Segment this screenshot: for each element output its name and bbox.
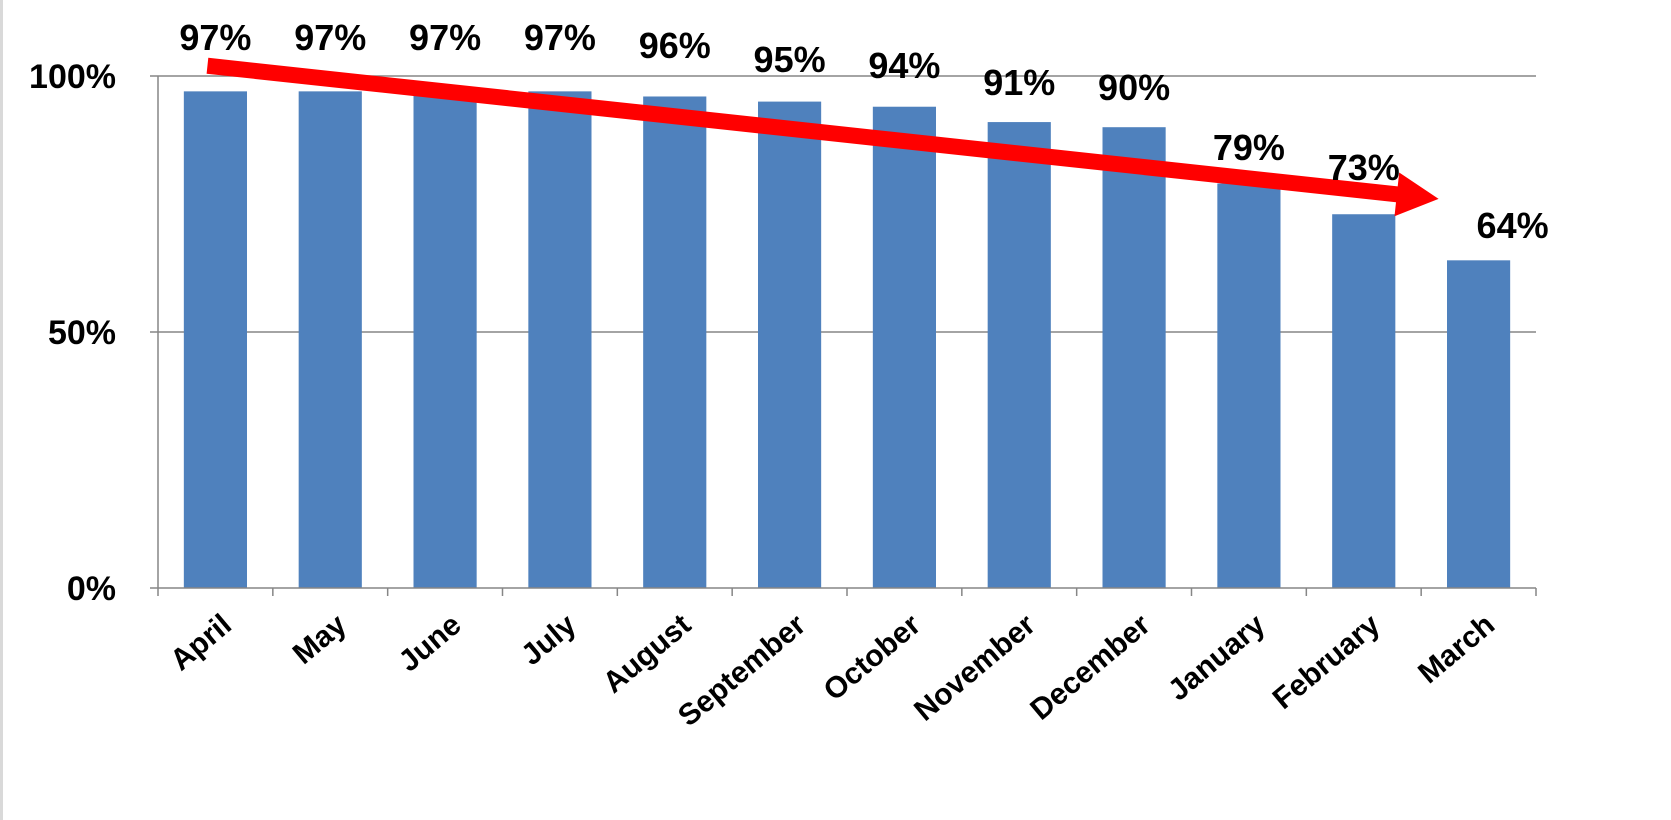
data-labels: 97% 97% 97% 97% 96% 95% 94% 91% 90% 79% 73% 64%: [179, 17, 1548, 246]
bar-november: [987, 122, 1051, 588]
bars: [183, 91, 1511, 589]
bar-june: [413, 91, 477, 589]
trend-arrow: [206, 57, 1439, 217]
data-label-may: 97%: [294, 17, 366, 58]
y-tick-label: 100%: [29, 58, 116, 96]
x-tick-label-june: June: [393, 608, 468, 678]
axes: [150, 75, 1537, 596]
bar-march: [1447, 260, 1511, 588]
data-label-september: 95%: [754, 39, 826, 80]
bar-october: [872, 106, 936, 588]
bar-april: [183, 91, 247, 589]
bar-february: [1332, 214, 1396, 589]
data-label-april: 97%: [179, 17, 251, 58]
data-label-february: 73%: [1328, 147, 1400, 188]
bar-january: [1217, 183, 1281, 588]
y-axis-tick-labels: 0% 50% 100%: [29, 58, 116, 608]
bar-august: [643, 96, 707, 588]
x-tick-label-january: January: [1162, 608, 1272, 707]
y-tick-label: 50%: [48, 314, 116, 352]
x-tick-label-october: October: [818, 608, 928, 707]
data-label-december: 90%: [1098, 67, 1170, 108]
x-tick-label-august: August: [597, 608, 697, 700]
x-tick-label-september: September: [672, 608, 812, 733]
x-tick-label-april: April: [164, 608, 238, 677]
bar-september: [758, 101, 822, 588]
data-label-june: 97%: [409, 17, 481, 58]
trend-arrow-shape: [206, 57, 1439, 217]
y-tick-label: 0%: [67, 570, 116, 608]
x-tick-label-december: December: [1024, 608, 1157, 727]
gridlines: [158, 75, 1536, 333]
x-tick-label-november: November: [908, 608, 1042, 728]
bar-july: [528, 91, 592, 589]
data-label-october: 94%: [868, 45, 940, 86]
x-tick-label-february: February: [1267, 608, 1387, 716]
data-label-july: 97%: [524, 17, 596, 58]
bar-may: [298, 91, 362, 589]
data-label-march: 64%: [1477, 205, 1549, 246]
x-tick-label-may: May: [287, 608, 353, 671]
chart-frame-left-border: [0, 0, 3, 820]
x-tick-label-march: March: [1412, 608, 1501, 690]
data-label-august: 96%: [639, 25, 711, 66]
data-label-november: 91%: [983, 62, 1055, 103]
bar-december: [1102, 127, 1166, 588]
data-label-january: 79%: [1213, 127, 1285, 168]
x-tick-label-july: July: [515, 608, 582, 672]
